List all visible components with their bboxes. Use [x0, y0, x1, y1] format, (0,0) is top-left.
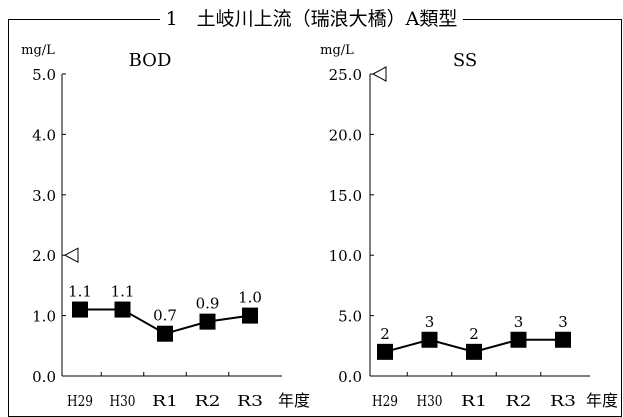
- y-tick-label: 20.0: [329, 126, 362, 144]
- y-tick-label: 1.0: [32, 308, 56, 326]
- data-label: 3: [425, 313, 435, 331]
- x-tick-label: R1: [152, 392, 178, 410]
- data-point: [377, 343, 393, 360]
- data-point: [157, 325, 173, 342]
- y-tick-label: 15.0: [329, 187, 362, 205]
- y-axis-unit: mg/L: [21, 43, 55, 58]
- chart-title: BOD: [129, 50, 172, 71]
- data-label: 2: [469, 325, 479, 343]
- y-tick-label: 0.0: [338, 368, 362, 386]
- x-tick-label: R3: [237, 392, 263, 410]
- data-label: 3: [558, 313, 568, 331]
- x-tick-label: H30: [417, 392, 443, 410]
- y-tick-label: 10.0: [329, 247, 362, 265]
- x-tick-label: R3: [550, 392, 576, 410]
- x-tick-label: H29: [372, 392, 398, 410]
- data-point: [72, 301, 88, 318]
- y-tick-label: 0.0: [32, 368, 56, 386]
- page-title-text: 1 土岐川上流（瑞浪大橋）A類型: [159, 8, 464, 30]
- data-label: 0.9: [196, 295, 220, 313]
- y-tick-label: 25.0: [329, 66, 362, 84]
- x-tick-label: H29: [67, 392, 93, 410]
- x-tick-label: R2: [506, 392, 532, 410]
- standard-value-marker: [63, 247, 79, 264]
- x-axis-label: 年度: [278, 391, 310, 410]
- x-tick-label: R2: [195, 392, 221, 410]
- data-label: 1.1: [111, 283, 135, 301]
- data-label: 1.1: [68, 283, 92, 301]
- x-tick-label: H30: [110, 392, 136, 410]
- y-tick-label: 5.0: [338, 308, 362, 326]
- x-axis-label: 年度: [586, 391, 618, 410]
- data-label: 0.7: [153, 307, 177, 325]
- data-point: [555, 331, 571, 348]
- y-axis-unit: mg/L: [320, 43, 354, 58]
- data-label: 2: [380, 325, 390, 343]
- page-title: 1 土岐川上流（瑞浪大橋）A類型: [0, 7, 623, 31]
- y-tick-label: 3.0: [32, 187, 56, 205]
- data-point: [466, 343, 482, 360]
- y-tick-label: 2.0: [32, 247, 56, 265]
- data-point: [421, 331, 438, 348]
- y-tick-label: 5.0: [32, 66, 56, 84]
- chart-title: SS: [453, 50, 477, 71]
- data-label: 1.0: [238, 289, 262, 307]
- y-tick-label: 4.0: [32, 126, 56, 144]
- data-point: [242, 307, 258, 324]
- data-point: [199, 313, 216, 330]
- data-point: [114, 301, 131, 318]
- data-point: [510, 331, 527, 348]
- data-label: 3: [514, 313, 524, 331]
- x-tick-label: R1: [461, 392, 487, 410]
- standard-value-marker: [371, 66, 387, 82]
